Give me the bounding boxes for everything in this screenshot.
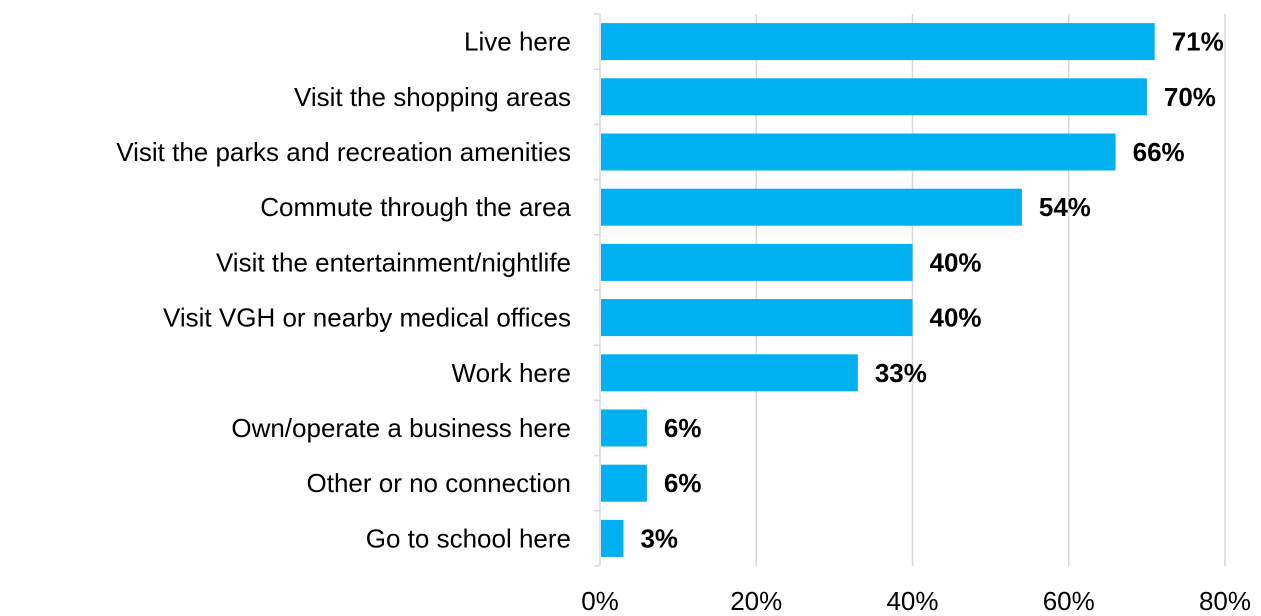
value-labels: 71%70%66%54%40%40%33%6%6%3% <box>640 27 1223 554</box>
category-label: Visit VGH or nearby medical offices <box>163 303 571 333</box>
x-tick-label: 0% <box>581 586 619 616</box>
bar <box>601 188 1022 226</box>
data-label: 54% <box>1039 192 1091 222</box>
bar <box>601 354 858 392</box>
data-label: 3% <box>640 523 678 553</box>
data-label: 71% <box>1172 27 1224 57</box>
bar <box>601 519 624 557</box>
bar <box>601 23 1155 61</box>
data-label: 33% <box>875 358 927 388</box>
bar <box>601 78 1147 116</box>
x-axis-ticks: 0% 20% 40% 60% 80% <box>581 586 1251 616</box>
data-label: 70% <box>1164 82 1216 112</box>
data-label: 66% <box>1133 137 1185 167</box>
bar <box>601 409 647 447</box>
bar <box>601 464 647 502</box>
category-label: Visit the entertainment/nightlife <box>216 247 571 277</box>
category-label: Work here <box>452 358 571 388</box>
data-label: 40% <box>930 303 982 333</box>
category-label: Visit the shopping areas <box>294 82 571 112</box>
x-tick-label: 60% <box>1043 586 1095 616</box>
data-label: 40% <box>930 247 982 277</box>
data-label: 6% <box>664 468 702 498</box>
category-label: Live here <box>464 27 571 57</box>
data-label: 6% <box>664 413 702 443</box>
category-labels: Live here Visit the shopping areas Visit t… <box>116 27 571 554</box>
x-tick-label: 40% <box>886 586 938 616</box>
category-label: Own/operate a business here <box>231 413 571 443</box>
bar <box>601 299 913 337</box>
x-tick-label: 20% <box>730 586 782 616</box>
category-label: Visit the parks and recreation amenities <box>116 137 571 167</box>
bar <box>601 133 1116 171</box>
category-label: Other or no connection <box>307 468 572 498</box>
category-label: Commute through the area <box>260 192 571 222</box>
x-tick-label: 80% <box>1199 586 1251 616</box>
bar <box>601 243 913 281</box>
bars <box>601 23 1155 557</box>
category-label: Go to school here <box>366 523 571 553</box>
